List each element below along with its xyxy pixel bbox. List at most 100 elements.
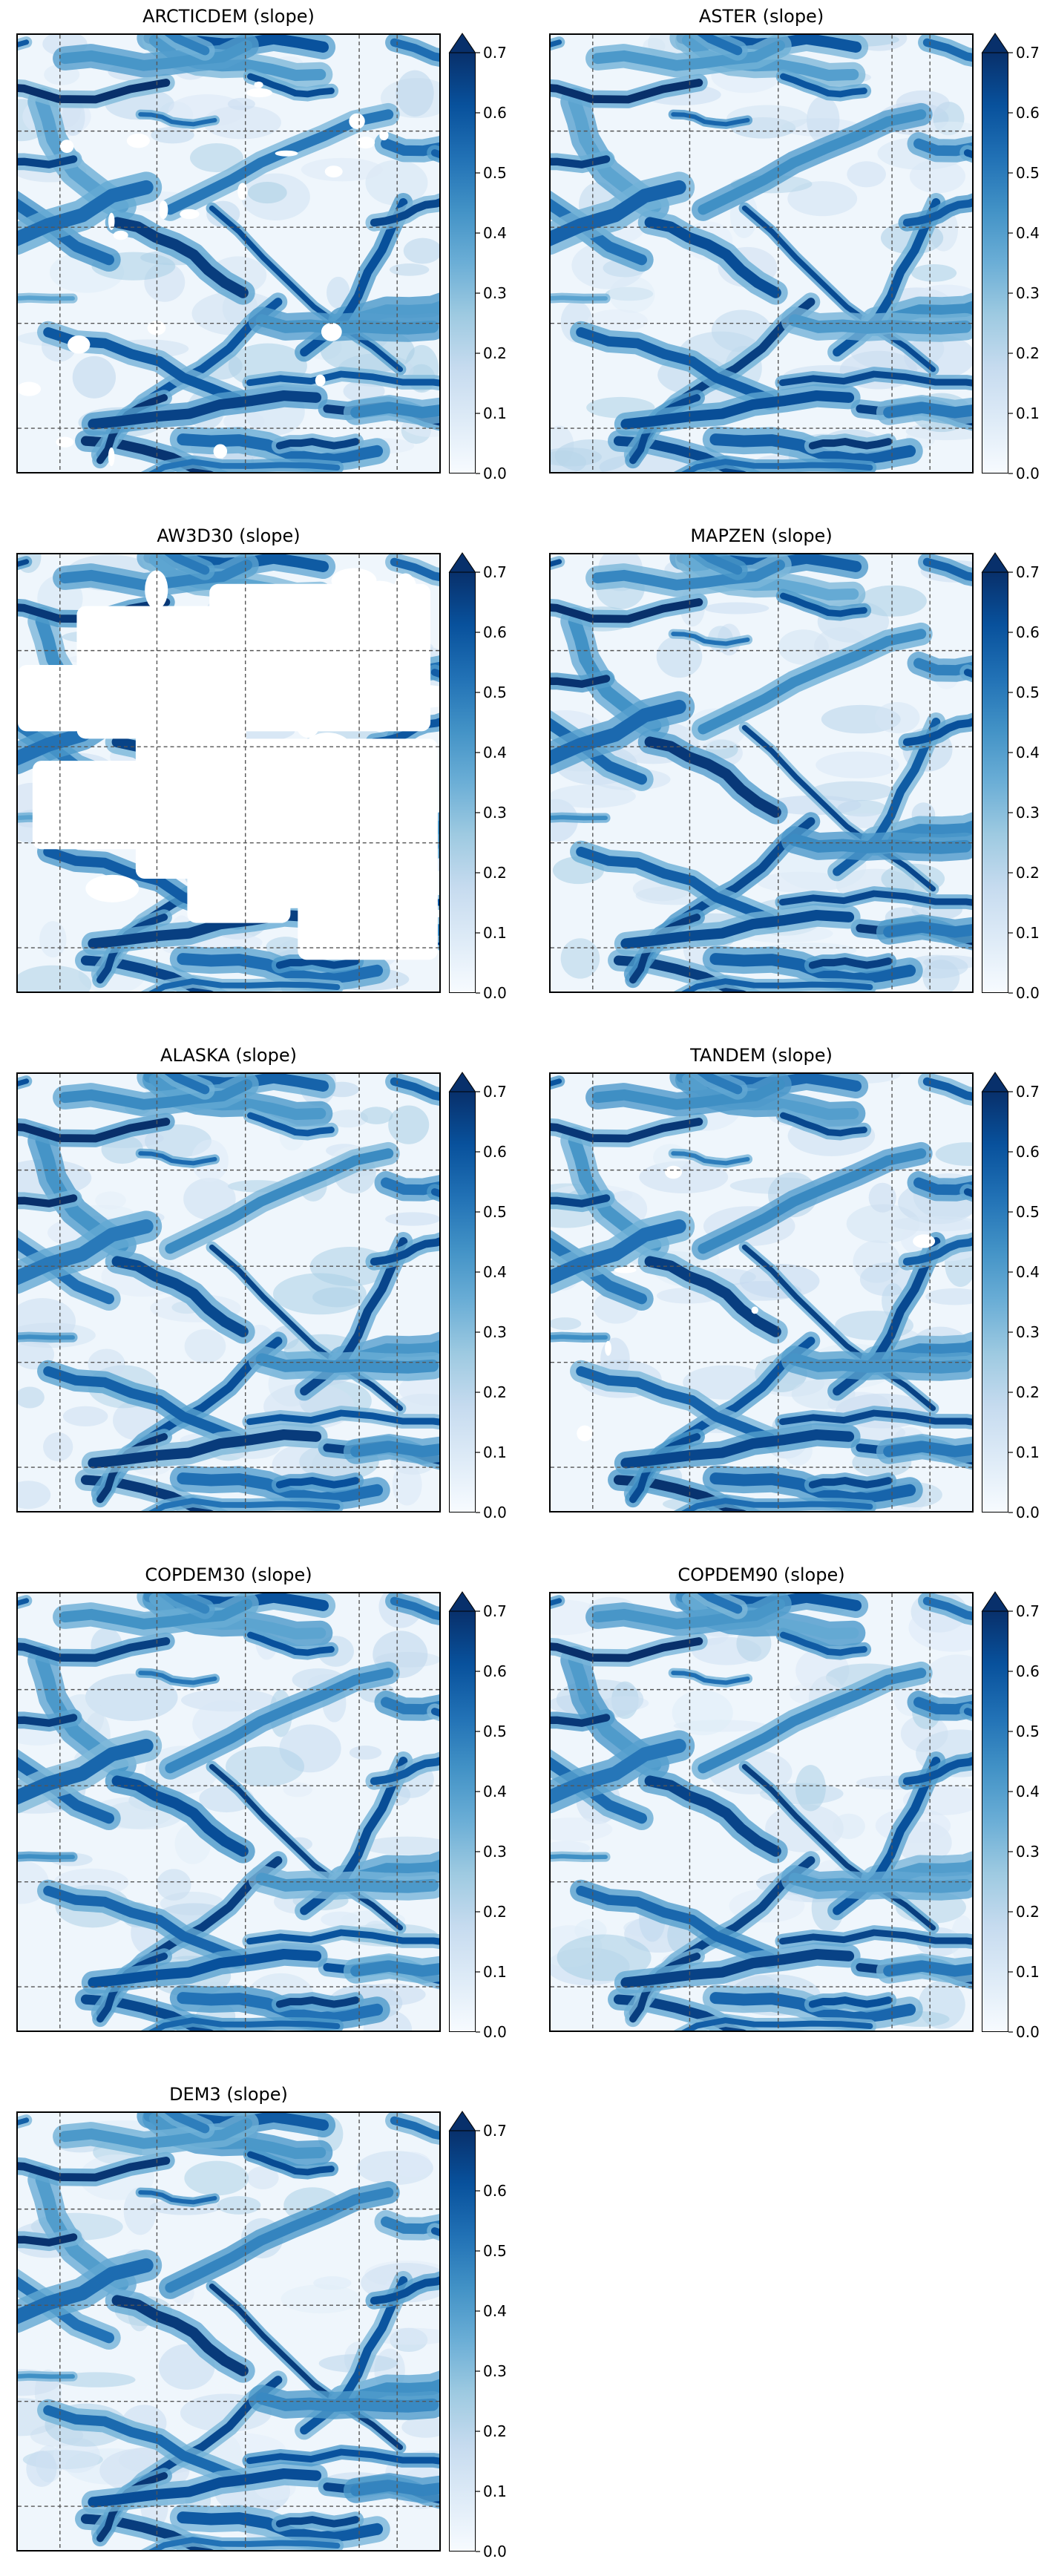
ridge-crest: [381, 2216, 439, 2235]
slope-texture: [362, 1836, 439, 1855]
ridge-crest: [390, 38, 439, 62]
colorbar-tick-label: 0.1: [483, 1443, 507, 1461]
panel-title: MAPZEN (slope): [690, 525, 833, 546]
ridge-crest: [111, 217, 249, 298]
no-data-void: [187, 864, 291, 923]
slope-texture: [85, 1674, 178, 1721]
colorbar-graphic: [981, 33, 1013, 474]
slope-texture: [922, 960, 960, 992]
ridge-crest: [551, 718, 648, 785]
ridge-crest: [381, 138, 439, 157]
ridge-crest: [246, 370, 439, 387]
colorbar-graphic: [981, 552, 1013, 994]
no-data-void: [145, 570, 168, 609]
ridge-crest: [788, 1872, 972, 1893]
panel-title: ARCTICDEM (slope): [142, 6, 315, 27]
ridge-crest: [698, 629, 927, 735]
ridge-crest: [620, 1948, 855, 1988]
slope-texture: [157, 1869, 191, 1901]
ridge-crest: [165, 2187, 394, 2293]
colorbar-tick-label: 0.4: [483, 1783, 507, 1800]
ridge-crest: [551, 1757, 648, 1824]
no-data-void: [18, 381, 42, 396]
ridge-crest: [778, 890, 972, 906]
ridge-crest: [246, 2448, 439, 2465]
ridge-crest: [43, 2405, 243, 2482]
ridge-crest: [111, 1775, 249, 1857]
slope-map: [16, 553, 441, 993]
ridge-crest: [18, 1194, 78, 1207]
colorbar-tick-label: 0.1: [1016, 1963, 1040, 1981]
ridge-crest: [681, 978, 873, 992]
slope-texture: [184, 2160, 249, 2196]
no-data-void: [209, 583, 431, 732]
ridge-crest: [697, 1593, 743, 1614]
slope-texture: [328, 1110, 369, 1128]
ridge-crest: [551, 198, 648, 266]
ridge-crest: [148, 459, 341, 472]
ridge-crest: [741, 724, 936, 892]
colorbar-tick-label: 0.7: [483, 563, 507, 581]
ridge-crest: [551, 180, 686, 246]
ridge-crest: [741, 205, 936, 373]
no-data-void: [298, 893, 439, 960]
ridge-crest: [18, 1757, 115, 1824]
colorbar-tick-label: 0.0: [1016, 984, 1040, 1002]
ridge-crest: [681, 1498, 873, 1511]
slope-texture: [925, 1654, 972, 1697]
colorbar-body: [982, 1091, 1008, 1513]
ridge-crest: [246, 1929, 439, 1945]
ridge-crest: [576, 846, 775, 924]
slope-texture: [18, 1481, 51, 1510]
no-data-void: [279, 856, 318, 882]
ridge-crest: [390, 1596, 439, 1621]
no-data-void: [393, 573, 418, 609]
ridge-crest: [671, 112, 750, 127]
no-data-void: [56, 436, 74, 448]
colorbar-body: [449, 571, 476, 993]
no-data-void: [913, 1234, 936, 1248]
ridge-crest: [18, 2258, 154, 2324]
ridge-crest: [778, 1929, 972, 1945]
panel-title: TANDEM (slope): [690, 1045, 833, 1066]
no-data-void: [347, 778, 393, 822]
slope-panel: TANDEM (slope) 0.0 0.1 0.2 0.3 0.4 0.5 0.6 0.7: [549, 1039, 1050, 1521]
ridge-crest: [148, 2537, 341, 2550]
ridge-crest: [255, 314, 439, 335]
no-data-void: [382, 852, 399, 897]
slope-panel: ARCTICDEM (slope) 0.0 0.1 0.2 0.3 0.4 0.5 0.6 0.…: [16, 0, 521, 482]
ridge-crest: [138, 112, 217, 127]
ridge-crest: [788, 314, 972, 335]
colorbar-tick-label: 0.0: [483, 465, 507, 482]
ridge-crest: [883, 1441, 972, 1458]
ridge-crest: [551, 1714, 611, 1727]
ridge-crest: [164, 1074, 210, 1095]
slope-texture: [266, 937, 306, 958]
slope-texture: [396, 70, 434, 117]
ridge-crest: [275, 2516, 360, 2528]
slope-texture: [557, 1934, 652, 1982]
slope-panel: ASTER (slope) 0.0 0.1 0.2 0.3 0.4 0.5 0.6 0.7: [549, 0, 1050, 482]
no-data-void: [237, 183, 248, 200]
colorbar-tick-label: 0.7: [1016, 1083, 1040, 1101]
ridge-crest: [551, 598, 703, 623]
no-data-void: [274, 830, 325, 861]
ridge-crest: [88, 1948, 322, 1988]
ridge-crest: [164, 35, 210, 56]
colorbar-tick-label: 0.1: [1016, 1443, 1040, 1461]
colorbar-tick-label: 0.6: [483, 623, 507, 641]
colorbar-tick-label: 0.2: [1016, 344, 1040, 362]
colorbar-graphic: [981, 1591, 1013, 2033]
slope-texture: [168, 94, 246, 127]
colorbar-body: [449, 2130, 476, 2552]
colorbar-tick-label: 0.7: [483, 1083, 507, 1101]
slope-texture: [18, 965, 92, 992]
slope-map: [16, 2111, 441, 2552]
colorbar-tick-label: 0.2: [483, 344, 507, 362]
colorbar-tick-label: 0.2: [483, 1903, 507, 1921]
ridge-crest: [275, 957, 360, 969]
slope-heatmap: [18, 2113, 439, 2550]
colorbar-tick-label: 0.5: [483, 1203, 507, 1221]
colorbar-extend-arrow: [981, 1072, 1009, 1092]
ridge-crest: [88, 2468, 322, 2508]
